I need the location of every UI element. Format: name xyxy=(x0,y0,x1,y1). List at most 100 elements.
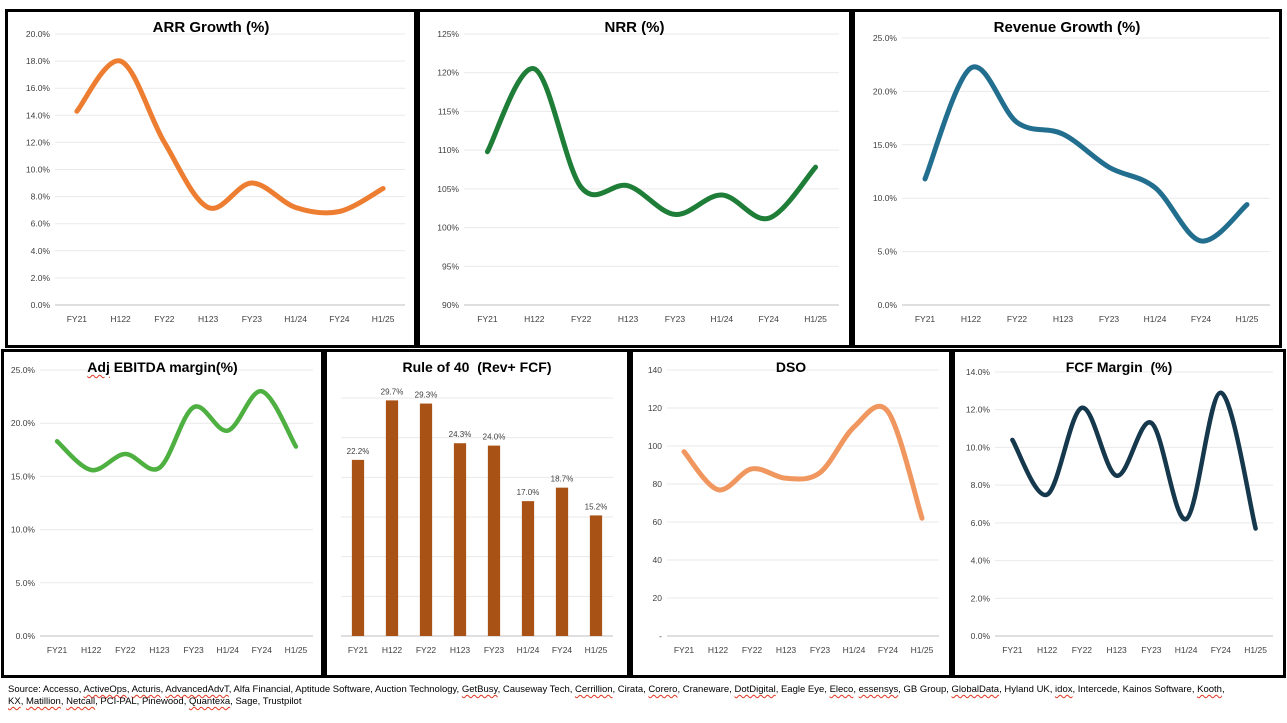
svg-text:H123: H123 xyxy=(450,645,471,655)
svg-text:20: 20 xyxy=(653,593,663,603)
svg-text:FY22: FY22 xyxy=(115,645,136,655)
svg-text:29.3%: 29.3% xyxy=(415,391,438,400)
svg-text:FY23: FY23 xyxy=(665,314,686,324)
svg-text:16.0%: 16.0% xyxy=(26,83,51,93)
svg-text:10.0%: 10.0% xyxy=(966,442,991,452)
svg-text:H122: H122 xyxy=(382,645,403,655)
svg-text:6.0%: 6.0% xyxy=(971,518,991,528)
svg-text:140: 140 xyxy=(648,365,662,375)
svg-text:95%: 95% xyxy=(442,261,459,271)
chart-panel-dso: DSO 140 120 100 80 60 40 20 - FY21 H122 FY22 H123 FY… xyxy=(630,349,952,678)
svg-text:4.0%: 4.0% xyxy=(971,556,991,566)
svg-text:FY21: FY21 xyxy=(348,645,369,655)
svg-text:FY23: FY23 xyxy=(810,645,831,655)
svg-text:18.7%: 18.7% xyxy=(551,475,574,484)
dso-chart: 140 120 100 80 60 40 20 - FY21 H122 FY22 H123 FY23 H1… xyxy=(648,365,939,655)
svg-text:H1/25: H1/25 xyxy=(1244,645,1267,655)
svg-text:80: 80 xyxy=(653,479,663,489)
chart-panel-revenue-growth: Revenue Growth (%) 25.0% 20.0% 15.0% 10.0% 5… xyxy=(852,9,1282,348)
chart-title-rule-of-40: Rule of 40 (Rev+ FCF) xyxy=(402,359,552,375)
svg-text:29.7%: 29.7% xyxy=(381,387,404,396)
svg-text:FY22: FY22 xyxy=(742,645,763,655)
chart-title-nrr: NRR (%) xyxy=(604,19,665,36)
svg-text:0.0%: 0.0% xyxy=(31,300,51,310)
svg-text:FY21: FY21 xyxy=(915,314,936,324)
svg-text:FY22: FY22 xyxy=(1072,645,1093,655)
charts-row-bottom: Adj EBITDA margin(%) 25.0% 20.0% 15.0% 10.0… xyxy=(1,349,1286,678)
svg-text:40: 40 xyxy=(653,555,663,565)
svg-text:10.0%: 10.0% xyxy=(11,525,36,535)
svg-text:H123: H123 xyxy=(776,645,797,655)
svg-text:2.0%: 2.0% xyxy=(971,593,991,603)
chart-panel-arr-growth: ARR Growth (%) 20.0% 18.0% 16.0% 14.0% 12.0%… xyxy=(5,9,417,348)
svg-text:5.0%: 5.0% xyxy=(878,247,898,257)
svg-text:FY22: FY22 xyxy=(154,314,175,324)
svg-text:FY21: FY21 xyxy=(477,314,498,324)
svg-text:FY23: FY23 xyxy=(183,645,204,655)
svg-text:15.2%: 15.2% xyxy=(585,502,608,511)
svg-text:FY23: FY23 xyxy=(1099,314,1120,324)
svg-text:H1/25: H1/25 xyxy=(372,314,395,324)
chart-panel-rule-of-40: Rule of 40 (Rev+ FCF) FY21 H122 FY22 H123 FY… xyxy=(324,349,630,678)
svg-text:FY23: FY23 xyxy=(484,645,505,655)
svg-text:100: 100 xyxy=(648,441,662,451)
chart-panel-fcf-margin: FCF Margin (%) 14.0% 12.0% 10.0% 8.0% 6.0% 4.… xyxy=(952,349,1286,678)
svg-text:FY21: FY21 xyxy=(67,314,88,324)
svg-text:H1/24: H1/24 xyxy=(1175,645,1198,655)
svg-text:0.0%: 0.0% xyxy=(971,631,991,641)
svg-text:H1/25: H1/25 xyxy=(285,645,308,655)
svg-text:14.0%: 14.0% xyxy=(966,367,991,377)
source-line-1: Source: Accesso, ActiveOps, Acturis, Adv… xyxy=(8,684,1225,695)
svg-text:H123: H123 xyxy=(198,314,219,324)
chart-title-fcf-margin: FCF Margin (%) xyxy=(1065,359,1173,375)
svg-text:H122: H122 xyxy=(110,314,131,324)
svg-text:20.0%: 20.0% xyxy=(11,418,36,428)
svg-text:90%: 90% xyxy=(442,300,459,310)
svg-text:4.0%: 4.0% xyxy=(31,246,51,256)
svg-text:H122: H122 xyxy=(961,314,982,324)
svg-text:14.0%: 14.0% xyxy=(26,110,51,120)
svg-text:8.0%: 8.0% xyxy=(31,192,51,202)
svg-text:FY22: FY22 xyxy=(571,314,592,324)
svg-text:60: 60 xyxy=(653,517,663,527)
svg-text:H123: H123 xyxy=(618,314,639,324)
svg-text:FY24: FY24 xyxy=(1191,314,1212,324)
revenue-growth-chart: 25.0% 20.0% 15.0% 10.0% 5.0% 0.0% FY21 H122 FY22… xyxy=(873,33,1270,324)
svg-text:H1/25: H1/25 xyxy=(911,645,934,655)
svg-text:125%: 125% xyxy=(437,29,459,39)
svg-text:105%: 105% xyxy=(437,184,459,194)
svg-text:12.0%: 12.0% xyxy=(26,137,51,147)
svg-text:120: 120 xyxy=(648,403,662,413)
svg-text:115%: 115% xyxy=(438,106,460,116)
chart-panel-nrr: NRR (%) 125% 120% 115% 110% 105% 100% 95% 90% FY… xyxy=(417,9,852,348)
svg-text:H1/24: H1/24 xyxy=(517,645,540,655)
svg-text:FY24: FY24 xyxy=(878,645,899,655)
svg-text:15.0%: 15.0% xyxy=(873,140,898,150)
svg-text:6.0%: 6.0% xyxy=(31,219,51,229)
svg-text:H1/24: H1/24 xyxy=(284,314,307,324)
svg-text:H1/24: H1/24 xyxy=(843,645,866,655)
svg-text:H1/24: H1/24 xyxy=(216,645,239,655)
svg-text:H122: H122 xyxy=(1037,645,1058,655)
svg-text:20.0%: 20.0% xyxy=(26,29,51,39)
adj-ebitda-margin-chart: 25.0% 20.0% 15.0% 10.0% 5.0% 0.0% FY21 H122 FY22… xyxy=(11,365,313,655)
svg-text:FY23: FY23 xyxy=(242,314,263,324)
svg-text:25.0%: 25.0% xyxy=(11,365,36,375)
svg-text:24.3%: 24.3% xyxy=(449,430,472,439)
svg-text:10.0%: 10.0% xyxy=(873,193,898,203)
source-footnote: Source: Accesso, ActiveOps, Acturis, Adv… xyxy=(0,678,1287,708)
svg-text:FY21: FY21 xyxy=(47,645,68,655)
svg-text:H122: H122 xyxy=(708,645,729,655)
svg-text:8.0%: 8.0% xyxy=(971,480,991,490)
svg-text:-: - xyxy=(659,631,662,641)
svg-text:25.0%: 25.0% xyxy=(873,33,898,43)
svg-text:FY24: FY24 xyxy=(759,314,780,324)
chart-title-revenue-growth: Revenue Growth (%) xyxy=(993,19,1141,36)
svg-text:H1/25: H1/25 xyxy=(585,645,608,655)
svg-text:100%: 100% xyxy=(437,223,459,233)
svg-text:20.0%: 20.0% xyxy=(873,86,898,96)
svg-text:H122: H122 xyxy=(81,645,102,655)
nrr-chart: 125% 120% 115% 110% 105% 100% 95% 90% FY21 H122 FY… xyxy=(437,29,839,324)
svg-text:0.0%: 0.0% xyxy=(16,631,36,641)
svg-text:FY23: FY23 xyxy=(1141,645,1162,655)
